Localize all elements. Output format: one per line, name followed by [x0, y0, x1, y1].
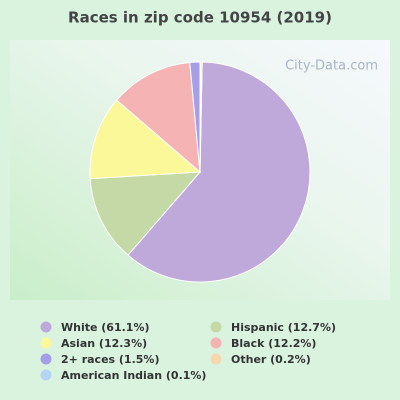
- legend-swatch: [40, 353, 52, 365]
- legend-label: White (61.1%): [61, 321, 150, 334]
- pie-slice: [89, 99, 202, 180]
- legend-swatch: [210, 353, 222, 365]
- pie-slice: [127, 61, 311, 283]
- legend-swatch: [40, 321, 52, 333]
- pie-slice: [89, 171, 202, 256]
- legend-swatch: [40, 337, 52, 349]
- legend-label: Hispanic (12.7%): [231, 321, 336, 334]
- legend-swatch: [210, 337, 222, 349]
- chart-title: Races in zip code 10954 (2019): [68, 9, 332, 27]
- watermark: City-Data.com: [285, 59, 378, 74]
- legend-label: Other (0.2%): [231, 353, 311, 366]
- pie-slice: [199, 61, 203, 173]
- legend-label: 2+ races (1.5%): [61, 353, 159, 366]
- legend-label: Black (12.2%): [231, 337, 316, 350]
- legend-swatch: [210, 321, 222, 333]
- legend-label: American Indian (0.1%): [61, 369, 206, 382]
- pie-slice: [116, 61, 201, 174]
- legend-label: Asian (12.3%): [61, 337, 147, 350]
- legend-swatch: [40, 369, 52, 381]
